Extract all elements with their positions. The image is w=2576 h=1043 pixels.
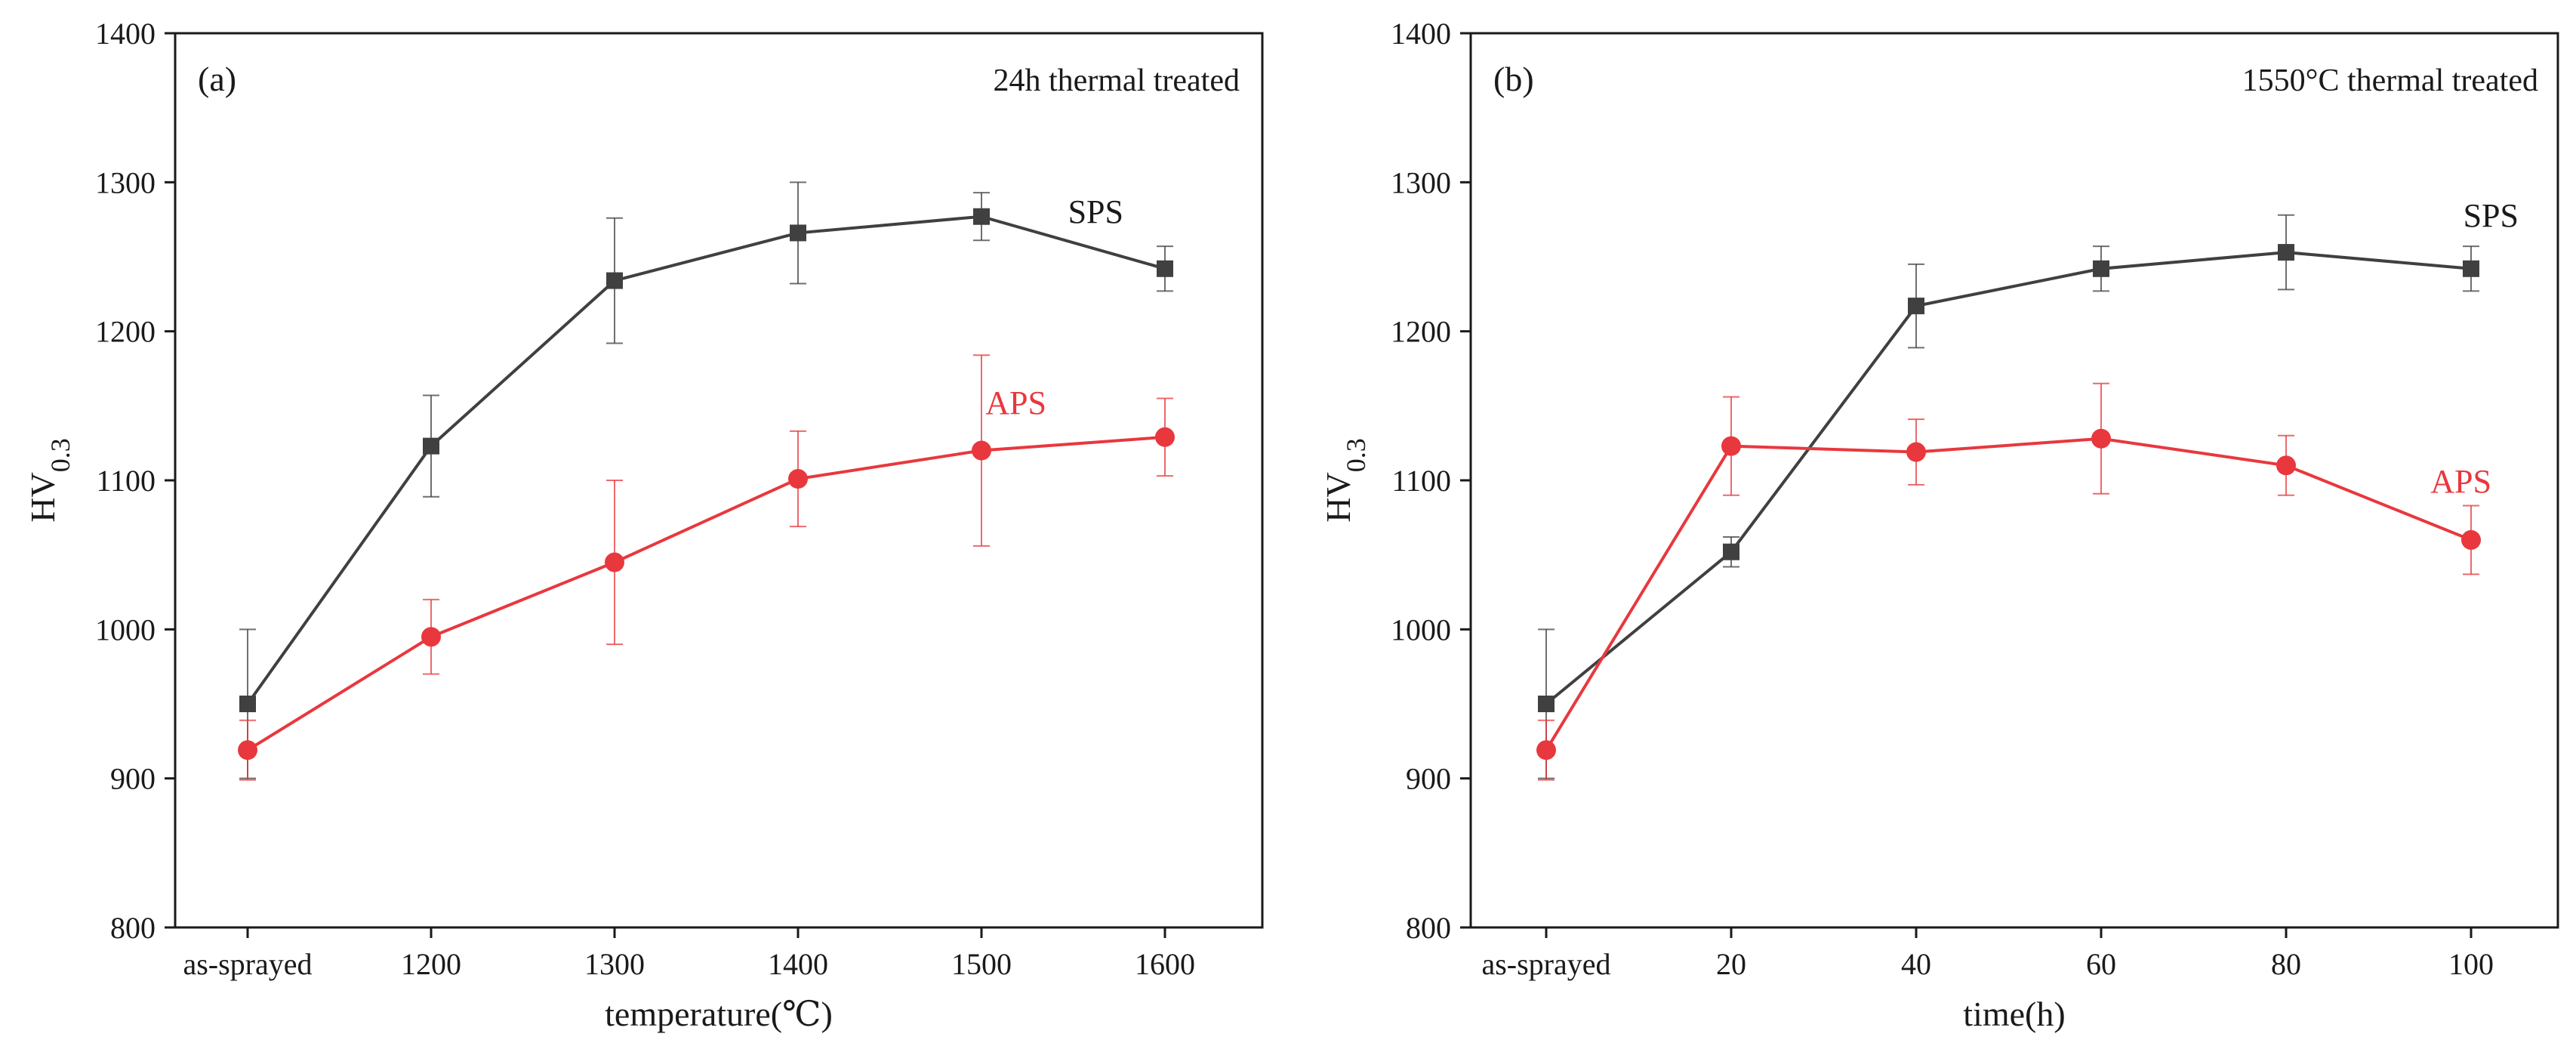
series-label-sps: SPS [1068, 193, 1123, 230]
data-point [1536, 740, 1556, 761]
y-tick-label: 1200 [1391, 315, 1451, 349]
series-aps: APS [1536, 382, 2491, 781]
x-axis-title: temperature(℃) [605, 995, 833, 1033]
chart-panel-a: 800 900 1000 1100 1200 1300 1400 as-sprayed 1200… [23, 17, 1264, 1033]
x-tick-label: 100 [2448, 947, 2494, 981]
data-point [421, 627, 441, 647]
x-tick-label: 1300 [584, 947, 645, 981]
x-tick-label: as-sprayed [1481, 947, 1610, 981]
y-tick-label: 1100 [96, 464, 156, 498]
data-point [239, 696, 256, 712]
data-point [1906, 442, 1926, 462]
data-point [790, 224, 806, 242]
data-point [238, 740, 257, 761]
y-tick-label: 1400 [95, 17, 156, 51]
chart-panel-b: 800 900 1000 1100 1200 1300 1400 as-sprayed 20 40… [1319, 17, 2559, 1033]
y-tick-label: 1000 [1391, 613, 1451, 646]
data-point [972, 440, 991, 461]
y-axis-title: HV0.3 [23, 438, 75, 522]
data-point [1155, 427, 1175, 447]
x-tick-label: 60 [2086, 947, 2116, 981]
series-aps: APS [238, 354, 1175, 781]
data-point [788, 469, 808, 489]
y-tick-label: 1100 [1391, 464, 1451, 498]
data-point [2463, 260, 2479, 277]
x-tick-label: 1500 [951, 947, 1012, 981]
y-tick-label: 1300 [1391, 165, 1451, 199]
series-line [246, 435, 1166, 751]
x-tick-label: as-sprayed [183, 947, 312, 981]
y-tick-label: 1200 [95, 315, 156, 349]
data-point [1908, 298, 1924, 315]
data-point [2276, 455, 2296, 476]
series-label-aps: APS [2430, 463, 2491, 500]
y-tick-label: 1300 [95, 165, 156, 199]
plot-frame [174, 32, 1264, 929]
plot-frame [1469, 32, 2559, 929]
series-line [1545, 251, 2472, 705]
data-point [2093, 260, 2109, 277]
y-tick-label: 1000 [95, 613, 156, 646]
data-point [973, 208, 990, 225]
data-point [2091, 428, 2111, 449]
data-point [1723, 543, 1739, 560]
y-tick-label: 900 [1406, 762, 1451, 796]
data-point [1721, 436, 1741, 456]
series-label-sps: SPS [2464, 197, 2519, 234]
y-tick-label: 1400 [1391, 17, 1451, 51]
data-point [1538, 696, 1555, 712]
series-line [1545, 437, 2472, 751]
panel-tag: (b) [1493, 60, 1534, 98]
data-point [605, 552, 624, 572]
x-tick-label: 1200 [401, 947, 461, 981]
panel-annotation: 1550°C thermal treated [2242, 63, 2538, 98]
y-tick-label: 800 [1406, 911, 1451, 945]
data-point [1157, 260, 1173, 277]
series-sps: SPS [239, 181, 1173, 779]
y-tick-label: 800 [110, 911, 156, 945]
data-point [606, 272, 623, 289]
data-point [423, 437, 439, 455]
x-tick-label: 80 [2271, 947, 2301, 981]
data-point [2461, 529, 2481, 550]
data-point [2278, 244, 2294, 261]
y-axis-title: HV0.3 [1319, 438, 1371, 522]
y-tick-label: 900 [110, 762, 156, 796]
panel-annotation: 24h thermal treated [993, 63, 1240, 98]
x-axis-title: time(h) [1963, 995, 2065, 1033]
x-tick-label: 1400 [768, 947, 828, 981]
x-tick-label: 40 [1901, 947, 1931, 981]
x-tick-label: 1600 [1135, 947, 1195, 981]
panel-tag: (a) [198, 60, 236, 98]
x-tick-label: 20 [1716, 947, 1746, 981]
series-label-aps: APS [985, 384, 1046, 421]
series-sps: SPS [1538, 197, 2519, 779]
series-line [246, 214, 1166, 705]
